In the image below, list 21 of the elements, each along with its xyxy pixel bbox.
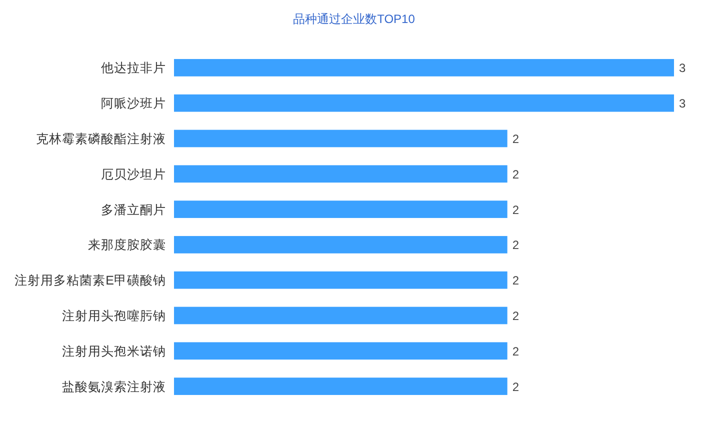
data-label: 2: [512, 238, 520, 252]
data-label: 2: [512, 274, 520, 288]
data-label: 2: [512, 132, 520, 146]
data-label: 2: [512, 344, 520, 358]
y-tick-label: 来那度胺胶囊: [88, 237, 166, 252]
y-tick-label: 注射用头孢噻肟钠: [62, 309, 166, 323]
y-tick-label: 注射用头孢米诺钠: [62, 344, 166, 358]
data-label: 3: [679, 61, 686, 76]
data-label: 2: [512, 167, 520, 182]
data-label: 2: [512, 309, 520, 323]
data-label: 3: [679, 96, 686, 111]
y-tick-label: 注射用多粘菌素E甲磺酸钠: [14, 274, 166, 288]
y-tick-label: 多潘立酮片: [101, 202, 166, 217]
chart-title: 品种通过企业数TOP10: [293, 12, 416, 26]
y-tick-label: 盐酸氨溴索注射液: [62, 380, 166, 394]
y-tick-label: 阿哌沙班片: [101, 96, 166, 111]
y-tick-label: 克林霉素磷酸酯注射液: [36, 132, 166, 146]
data-label: 2: [512, 202, 520, 217]
y-tick-label: 他达拉非片: [101, 61, 166, 76]
y-tick-label: 厄贝沙坦片: [101, 167, 166, 182]
data-label: 2: [512, 380, 520, 394]
